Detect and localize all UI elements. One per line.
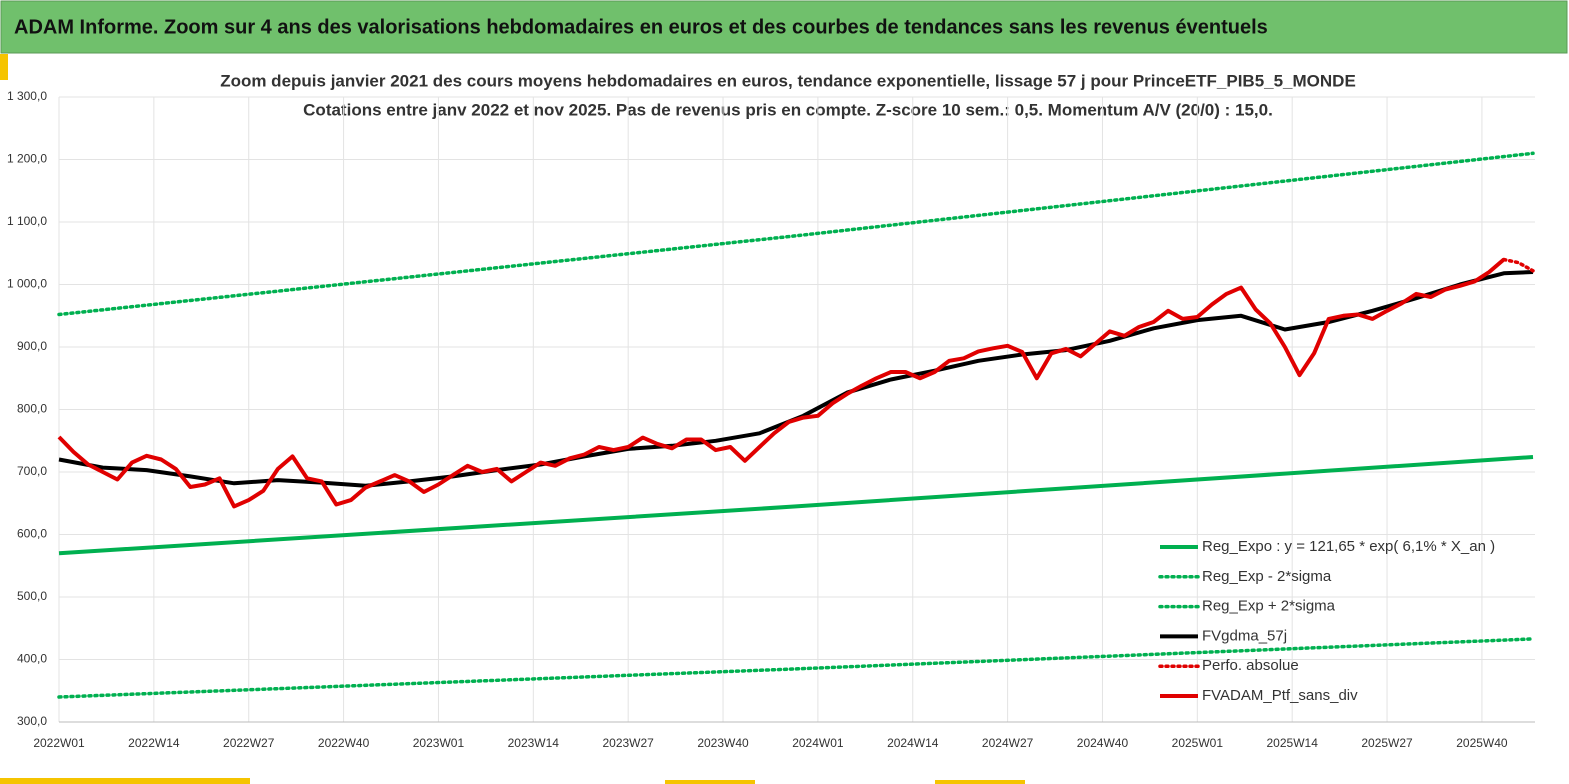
x-tick-label: 2022W01 (33, 736, 85, 750)
legend-label: Reg_Expo : y = 121,65 * exp( 6,1% * X_an… (1202, 538, 1495, 555)
x-tick-label: 2023W14 (508, 736, 560, 750)
chart-title: Zoom depuis janvier 2021 des cours moyen… (220, 71, 1356, 90)
series-line (57, 151, 1535, 317)
y-tick-label: 700,0 (17, 464, 47, 478)
accent (665, 780, 755, 784)
y-tick-label: 800,0 (17, 402, 47, 416)
accent (0, 778, 250, 784)
x-tick-label: 2025W27 (1361, 736, 1413, 750)
series-line (58, 455, 1534, 556)
series-line (1502, 257, 1535, 273)
x-tick-label: 2023W27 (602, 736, 654, 750)
y-tick-label: 500,0 (17, 589, 47, 603)
y-tick-label: 600,0 (17, 527, 47, 541)
x-tick-label: 2024W01 (792, 736, 844, 750)
legend-label: Perfo. absolue (1202, 657, 1299, 674)
accent (0, 54, 8, 80)
legend-label: Reg_Exp + 2*sigma (1202, 598, 1336, 615)
y-tick-label: 1 300,0 (7, 89, 47, 103)
y-tick-label: 1 100,0 (7, 214, 47, 228)
series-line (57, 637, 1535, 699)
x-tick-label: 2023W40 (697, 736, 749, 750)
chart-subtitle: Cotations entre janv 2022 et nov 2025. P… (303, 100, 1273, 119)
legend-label: Reg_Exp - 2*sigma (1202, 568, 1332, 585)
y-tick-label: 400,0 (17, 652, 47, 666)
x-tick-label: 2022W14 (128, 736, 180, 750)
y-tick-label: 900,0 (17, 339, 47, 353)
legend-label: FVADAM_Ptf_sans_div (1202, 687, 1358, 704)
header-title: ADAM Informe. Zoom sur 4 ans des valoris… (14, 16, 1268, 38)
x-tick-label: 2022W40 (318, 736, 370, 750)
x-tick-label: 2024W27 (982, 736, 1034, 750)
x-tick-label: 2023W01 (413, 736, 465, 750)
y-tick-label: 300,0 (17, 714, 47, 728)
x-tick-label: 2025W40 (1456, 736, 1508, 750)
x-tick-label: 2024W14 (887, 736, 939, 750)
accent (935, 780, 1025, 784)
x-tick-label: 2024W40 (1077, 736, 1129, 750)
x-tick-label: 2025W14 (1267, 736, 1319, 750)
series-line (57, 257, 1506, 509)
y-tick-label: 1 000,0 (7, 277, 47, 291)
x-tick-label: 2025W01 (1172, 736, 1224, 750)
legend-label: FVgdma_57j (1202, 627, 1287, 644)
header-bar (0, 0, 1568, 54)
x-tick-label: 2022W27 (223, 736, 275, 750)
y-tick-label: 1 200,0 (7, 152, 47, 166)
